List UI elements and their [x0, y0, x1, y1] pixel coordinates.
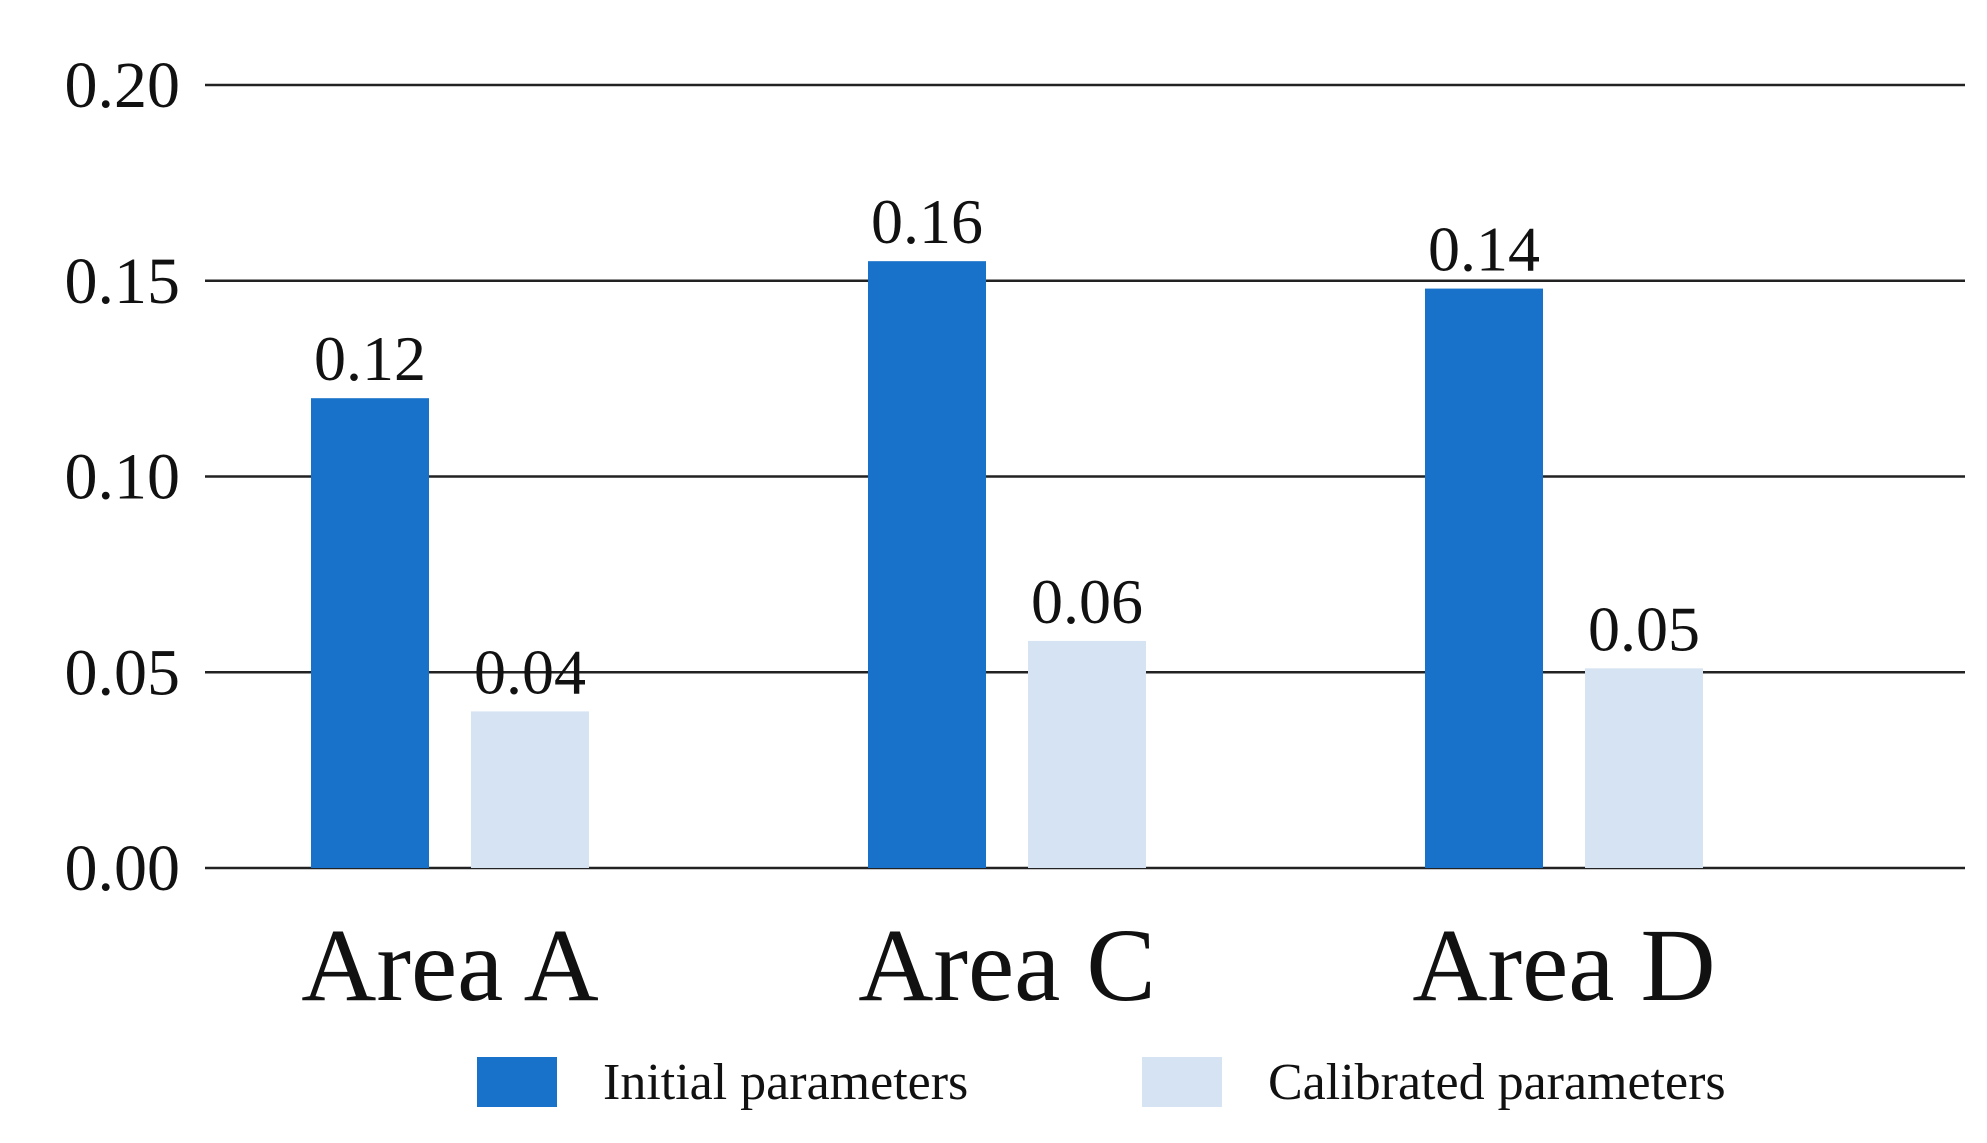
data-labels: 0.12 0.04 0.16 0.06 0.14 0.05	[314, 186, 1700, 707]
category-label: Area A	[301, 908, 598, 1023]
data-label: 0.06	[1031, 566, 1143, 637]
bar-initial-parameters	[1425, 288, 1543, 869]
category-labels: Area A Area C Area D	[301, 908, 1715, 1023]
category-label: Area D	[1412, 908, 1715, 1023]
bar-calibrated-parameters	[1585, 668, 1703, 868]
bar-initial-parameters	[868, 261, 986, 868]
y-tick-label: 0.10	[65, 441, 181, 514]
y-tick-label: 0.00	[65, 832, 181, 905]
bar-calibrated-parameters	[471, 711, 589, 868]
data-label: 0.12	[314, 323, 426, 394]
category-label: Area C	[858, 908, 1155, 1023]
data-label: 0.14	[1428, 214, 1540, 285]
data-label: 0.04	[474, 636, 586, 707]
legend-swatch-calibrated	[1142, 1057, 1222, 1107]
bar-calibrated-parameters	[1028, 640, 1146, 868]
data-label: 0.05	[1588, 593, 1700, 664]
y-tick-label: 0.20	[65, 49, 181, 122]
legend: Initial parameters Calibrated parameters	[477, 1054, 1726, 1111]
y-tick-label: 0.05	[65, 636, 181, 709]
legend-label: Initial parameters	[603, 1054, 968, 1111]
y-tick-label: 0.15	[65, 245, 181, 318]
legend-label: Calibrated parameters	[1268, 1054, 1726, 1111]
legend-swatch-initial	[477, 1057, 557, 1107]
bars	[311, 261, 1703, 869]
y-axis-tick-labels: 0.00 0.05 0.10 0.15 0.20	[65, 49, 181, 905]
bar-initial-parameters	[311, 398, 429, 868]
data-label: 0.16	[871, 186, 983, 257]
